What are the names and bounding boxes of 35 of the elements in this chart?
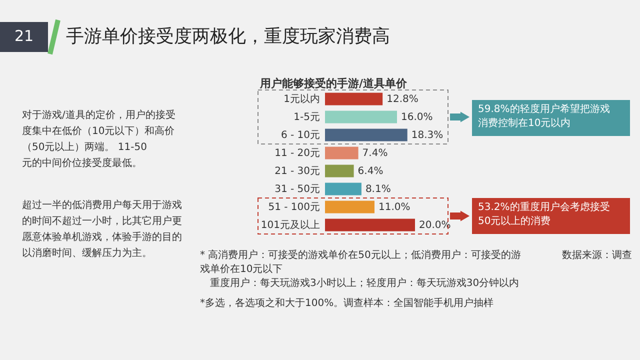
text: 59.8%的轻度用户希望把游戏消费控制在10元以内 xyxy=(478,103,610,129)
text: 对于游戏/道具的定价，用户的接受度集中在低价（10元以下）和高价（50元以上）两端。 11-50元的中间价位接受度最低。 xyxy=(22,109,176,169)
text: 重度用户：每天玩游戏3小时以上；轻度用户：每天玩游戏30分钟以内 xyxy=(210,277,520,289)
chart-title: 手游单价接受度两极化，重度玩家消费高 xyxy=(66,26,390,47)
data-label: 6.4% xyxy=(358,166,384,177)
y-tick-label: 51 - 100元 xyxy=(268,202,320,213)
text: 超过一半的低消费用户每天用于游戏的时间不超过一小时，比其它用户更愿意体验单机游戏，体验手游的目的以消磨时间、缓解压力为主。 xyxy=(22,199,182,259)
text: *多选，各选项之和大于100%。调查样本：全国智能手机用户抽样 xyxy=(200,297,494,309)
data-label: 18.3% xyxy=(411,130,444,141)
y-tick-label: 21 - 30元 xyxy=(274,166,320,177)
y-tick-label: 101元及以上 xyxy=(260,219,320,231)
data-label: 16.0% xyxy=(401,112,433,123)
chart-subtitle: 用户能够接受的手游/道具单价 xyxy=(259,77,408,90)
y-tick-label: 1元以内 xyxy=(284,93,320,105)
source-note: 数据来源：调查 xyxy=(562,249,632,261)
text: 53.2%的重度用户会考虑接受50元以上的消费 xyxy=(478,201,610,227)
text: 21 xyxy=(14,27,34,45)
y-tick-label: 31 - 50元 xyxy=(274,184,320,195)
bar xyxy=(325,92,383,106)
bar xyxy=(325,182,362,196)
data-label: 20.0% xyxy=(419,220,451,231)
data-label: 7.4% xyxy=(362,148,388,159)
bar xyxy=(325,128,408,142)
bar xyxy=(325,146,358,160)
y-tick-label: 6 - 10元 xyxy=(280,130,320,141)
y-tick-label: 1-5元 xyxy=(294,112,320,123)
bar xyxy=(325,218,415,232)
y-tick-label: 11 - 20元 xyxy=(274,148,320,159)
bar xyxy=(325,110,397,124)
bar xyxy=(325,200,374,214)
data-label: 12.8% xyxy=(386,94,418,105)
text: * 高消费用户：可接受的游戏单价在50元以上；低消费用户：可接受的游戏单价在10元以下 xyxy=(200,249,521,275)
bar xyxy=(325,164,354,178)
data-label: 8.1% xyxy=(365,184,391,195)
data-label: 11.0% xyxy=(378,202,410,213)
